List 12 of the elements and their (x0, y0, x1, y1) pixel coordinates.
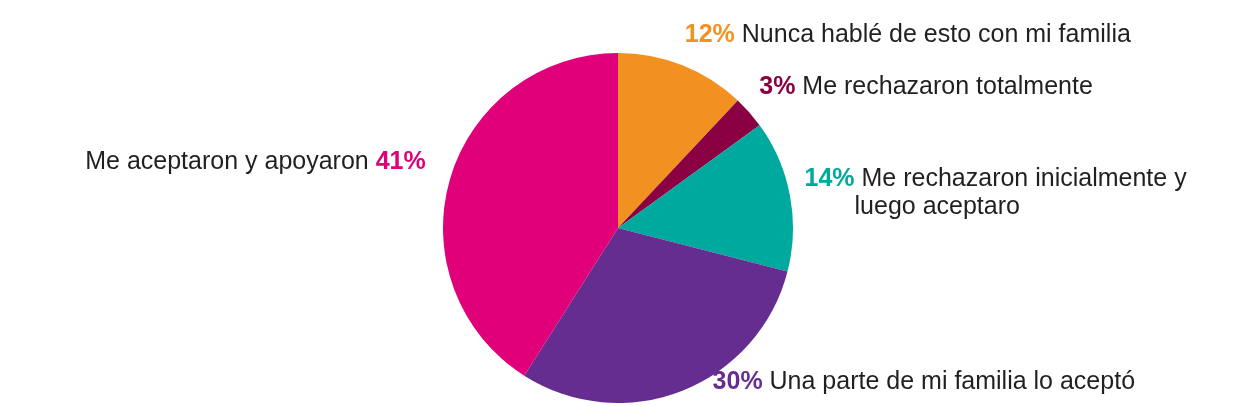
data-label: 30% (712, 366, 770, 394)
slice-label: Me rechazaron totalmente (802, 71, 1093, 100)
pie-slice (443, 53, 618, 376)
slice-label: Nunca hablé de esto con mi familia (741, 18, 1131, 47)
pie-slice (618, 53, 738, 228)
slice-label: Me aceptaron y apoyaron (85, 145, 376, 174)
data-label: 12% (684, 18, 742, 47)
pie-slice (618, 125, 793, 272)
pie-slice (618, 100, 760, 228)
data-label: 3% (759, 71, 803, 100)
data-label: 41% (375, 145, 426, 174)
slice-label: Una parte de mi familia lo aceptó (769, 366, 1136, 394)
